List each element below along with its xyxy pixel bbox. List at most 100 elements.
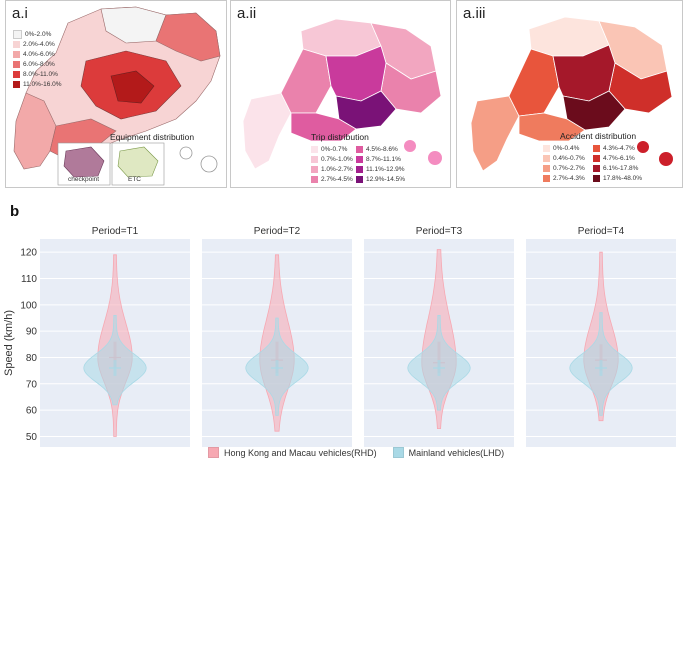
map-panel-accident: a.iii Accident distribution 0%-0.4% 0.4%… xyxy=(456,0,683,188)
legend-label: 1.0%-2.7% xyxy=(321,165,353,173)
legend-item: 0.7%-2.7% xyxy=(543,163,585,173)
legend-item: 2.7%-4.5% xyxy=(311,174,353,184)
legend-label: 0.7%-2.7% xyxy=(553,164,585,172)
legend-swatch xyxy=(593,154,600,162)
y-tick-label: 100 xyxy=(20,300,37,311)
equipment-map-region-east xyxy=(155,12,221,62)
legend-label: 11.0%-16.0% xyxy=(23,80,62,88)
accident-legend-col-2: 4.3%-4.7% 4.7%-6.1% 6.1%-17.8% 17.8%-48.… xyxy=(593,143,642,183)
legend-label-lhd: Mainland vehicles(LHD) xyxy=(408,447,505,458)
legend-swatch xyxy=(13,29,22,39)
legend-item: 1.0%-2.7% xyxy=(311,164,353,174)
legend-item: 4.3%-4.7% xyxy=(593,143,642,153)
scale-circle-small xyxy=(179,146,193,160)
accident-title: Accident distribution xyxy=(560,131,637,141)
legend-item: 0%-0.4% xyxy=(543,143,585,153)
legend-label: 6.0%-8.0% xyxy=(23,60,55,68)
equipment-legend: 0%-2.0% 2.0%-4.0% 4.0%-6.0% 6.0%-8.0% 8.… xyxy=(13,29,62,89)
y-axis-label: Speed (km/h) xyxy=(3,310,15,376)
legend-item: 0%-2.0% xyxy=(13,29,62,39)
legend-swatch-lhd xyxy=(392,447,404,458)
trip-map-region-west xyxy=(242,92,292,170)
legend-swatch xyxy=(593,174,600,182)
accident-legend-col-1: 0%-0.4% 0.4%-0.7% 0.7%-2.7% 2.7%-4.3% xyxy=(543,143,585,183)
accident-scale-circle-small xyxy=(637,141,649,153)
scale-circle-large xyxy=(200,155,218,173)
map-panel-equipment: a.i 0%-2.0% 2.0%-4.0% 4.0%-6.0% 6.0%-8.0… xyxy=(5,0,227,188)
legend-swatch xyxy=(356,155,363,163)
legend-swatch xyxy=(311,165,318,173)
legend-item: 11.0%-16.0% xyxy=(13,79,62,89)
equipment-map-region-west xyxy=(13,92,57,170)
legend-label: 11.1%-12.9% xyxy=(366,165,405,173)
panel-title: Period=T4 xyxy=(578,226,625,237)
trip-legend-col-1: 0%-0.7% 0.7%-1.0% 1.0%-2.7% 2.7%-4.5% xyxy=(311,144,353,184)
y-tick-label: 120 xyxy=(20,248,37,259)
panel-tag-a-iii: a.iii xyxy=(463,5,486,22)
legend-swatch xyxy=(356,175,363,183)
legend-item: 6.0%-8.0% xyxy=(13,59,62,69)
legend-item: 6.1%-17.8% xyxy=(593,163,642,173)
y-tick-label: 50 xyxy=(26,432,38,443)
legend-label: 2.7%-4.3% xyxy=(553,174,585,182)
legend-label: 0%-2.0% xyxy=(25,30,52,38)
legend-label-rhd: Hong Kong and Macau vehicles(RHD) xyxy=(224,447,377,458)
legend-label: 2.7%-4.5% xyxy=(321,175,353,183)
legend-swatch xyxy=(13,80,20,88)
inset-label-checkpoint: checkpoint xyxy=(68,176,100,183)
legend-label: 17.8%-48.0% xyxy=(603,174,643,182)
equipment-map xyxy=(13,6,221,186)
violin-chart: Speed (km/h) 50 60 70 80 90 100 110 120 Period=T1… xyxy=(3,226,676,447)
trip-scale-circle-large xyxy=(428,151,442,165)
panel-tag-a-i: a.i xyxy=(12,5,28,22)
legend-label: 0%-0.4% xyxy=(553,144,580,152)
legend-item: 0%-0.7% xyxy=(311,144,353,154)
trip-map-region-midwest xyxy=(280,48,332,114)
panel-title: Period=T3 xyxy=(416,226,463,237)
legend-swatch xyxy=(593,144,600,152)
legend-swatch xyxy=(13,70,20,78)
legend-swatch xyxy=(356,145,363,153)
legend-swatch xyxy=(543,154,550,162)
legend-swatch xyxy=(543,144,550,152)
legend-label: 4.5%-8.6% xyxy=(366,145,398,153)
trip-title: Trip distribution xyxy=(311,132,369,142)
legend-label: 8.0%-11.0% xyxy=(23,70,58,78)
legend-swatch xyxy=(311,155,318,163)
legend-item: 0.7%-1.0% xyxy=(311,154,353,164)
legend-swatch xyxy=(356,165,363,173)
accident-map xyxy=(470,16,673,172)
y-tick-label: 70 xyxy=(26,379,38,390)
legend-label: 4.0%-6.0% xyxy=(23,50,55,58)
legend-label: 4.7%-6.1% xyxy=(603,154,635,162)
chart-legend: Hong Kong and Macau vehicles(RHD) Mainla… xyxy=(208,447,504,458)
legend-item: 17.8%-48.0% xyxy=(593,173,642,183)
trip-legend-col-2: 4.5%-8.6% 8.7%-11.1% 11.1%-12.9% 12.9%-1… xyxy=(356,144,405,184)
inset-map-etc xyxy=(117,146,159,178)
equipment-title: Equipment distribution xyxy=(110,132,195,142)
legend-swatch xyxy=(543,174,550,182)
panel-title: Period=T1 xyxy=(92,226,139,237)
legend-swatch xyxy=(311,145,318,153)
legend-item: 2.0%-4.0% xyxy=(13,39,62,49)
legend-item: 8.7%-11.1% xyxy=(356,154,405,164)
accident-map-region-west xyxy=(470,95,520,172)
legend-item: 12.9%-14.5% xyxy=(356,174,405,184)
figure-b-label: b xyxy=(10,203,20,220)
inset-label-etc: ETC xyxy=(128,176,141,183)
legend-label: 4.3%-4.7% xyxy=(603,144,635,152)
legend-swatch xyxy=(543,164,550,172)
legend-swatch xyxy=(13,50,20,58)
legend-label: 2.0%-4.0% xyxy=(23,40,55,48)
y-tick-label: 90 xyxy=(26,327,38,338)
accident-map-region-south xyxy=(518,112,586,142)
inset-map-checkpoint xyxy=(63,146,105,178)
legend-item: 11.1%-12.9% xyxy=(356,164,405,174)
legend-item: 8.0%-11.0% xyxy=(13,69,62,79)
accident-map-region-midwest xyxy=(508,48,560,117)
legend-swatch xyxy=(311,175,318,183)
y-tick-label: 110 xyxy=(21,274,37,285)
legend-item: 4.5%-8.6% xyxy=(356,144,405,154)
legend-swatch xyxy=(13,40,20,48)
legend-item: 4.0%-6.0% xyxy=(13,49,62,59)
